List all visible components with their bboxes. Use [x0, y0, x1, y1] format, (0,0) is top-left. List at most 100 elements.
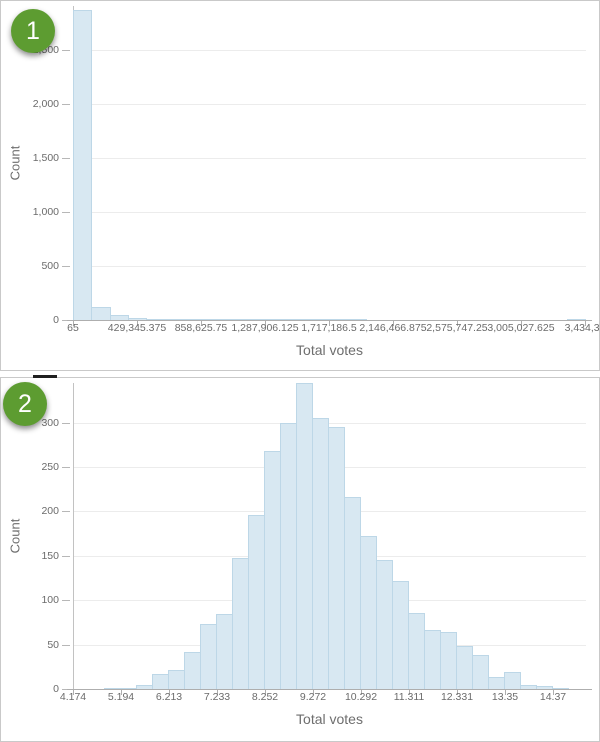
x-tick-label: 14.37 — [539, 691, 567, 703]
y-axis-tick — [62, 266, 70, 267]
histogram-bar — [359, 536, 377, 689]
plot-area: 0 50 100 150 200 250 300 4.174 5.194 6.213 7.233 8.… — [1, 378, 599, 741]
histogram-bar — [215, 613, 233, 689]
histogram-bar — [551, 688, 569, 689]
x-tick-label: 6.213 — [155, 691, 183, 703]
step-badge-2: 2 — [3, 382, 47, 426]
histogram-bar — [183, 651, 201, 689]
x-axis-tick — [457, 321, 458, 326]
x-axis-tick — [121, 690, 122, 695]
x-tick-label: 858,625.75 — [174, 322, 228, 334]
histogram-bar — [199, 624, 217, 689]
histogram-bar — [151, 673, 169, 689]
x-tick-label: 3,434,30 — [564, 322, 600, 334]
x-tick-label: 7.233 — [203, 691, 231, 703]
histogram-bar — [311, 418, 329, 689]
bars-container — [73, 383, 588, 689]
histogram-bar — [73, 10, 93, 320]
x-tick-label: 3,005,027.625 — [487, 322, 555, 334]
x-axis-tick — [329, 321, 330, 326]
x-axis-tick — [361, 690, 362, 695]
x-axis-tick — [73, 321, 74, 326]
y-axis-tick — [62, 511, 70, 512]
plot-area: 0 500 1,000 1,500 2,000 2,500 65 429,345.375 858… — [1, 1, 599, 370]
histogram-bar — [407, 612, 425, 689]
x-tick-label: 13.35 — [491, 691, 519, 703]
x-tick-label: 12.331 — [440, 691, 474, 703]
x-tick-label: 2,146,466.875 — [359, 322, 427, 334]
y-tick-label: 2,000 — [32, 98, 59, 110]
y-axis-tick — [62, 556, 70, 557]
stray-mark — [33, 375, 57, 378]
y-axis-tick — [62, 212, 70, 213]
x-axis-tick — [393, 321, 394, 326]
histogram-card-log-transformed: 2 Count Total votes 0 50 100 150 200 250 300 4.… — [0, 377, 600, 742]
histogram-bar — [127, 317, 148, 320]
x-tick-label: 2,575,747.25 — [426, 322, 488, 334]
x-tick-label: 4.174 — [59, 691, 87, 703]
x-axis-title: Total votes — [296, 711, 363, 727]
gridline — [73, 423, 586, 424]
x-axis-tick — [553, 690, 554, 695]
bars-container — [73, 6, 588, 320]
y-axis-tick — [62, 320, 70, 321]
x-axis-line — [67, 689, 592, 690]
gridline — [73, 212, 586, 213]
x-tick-label: 1,717,186.5 — [301, 322, 357, 334]
x-tick-label: 65 — [67, 322, 79, 334]
x-tick-label: 5.194 — [107, 691, 135, 703]
histogram-bar — [566, 319, 586, 320]
y-tick-label: 500 — [41, 260, 59, 272]
histogram-bar — [503, 672, 521, 689]
y-tick-label: 0 — [53, 683, 59, 695]
y-tick-label: 50 — [47, 639, 59, 651]
histogram-bar — [167, 669, 185, 689]
histogram-bar — [487, 676, 505, 689]
histogram-card-original-values: 1 Count Total votes 0 500 1,000 1,500 2,000 2… — [0, 0, 600, 371]
step-badge-1: 1 — [11, 9, 55, 53]
y-tick-label: 250 — [41, 461, 59, 473]
y-axis-tick — [62, 645, 70, 646]
histogram-bar — [231, 557, 249, 689]
histogram-bar — [279, 422, 297, 689]
x-axis-tick — [201, 321, 202, 326]
x-axis-tick — [73, 690, 74, 695]
histogram-bar — [439, 632, 457, 689]
histogram-bar — [391, 580, 409, 689]
x-tick-label: 9.272 — [299, 691, 327, 703]
x-axis-tick — [409, 690, 410, 695]
y-axis-tick — [62, 423, 70, 424]
histogram-bar — [347, 319, 367, 320]
histogram-bar — [91, 306, 111, 320]
y-tick-label: 1,500 — [32, 152, 59, 164]
y-tick-label: 300 — [41, 417, 59, 429]
y-axis-tick — [62, 689, 70, 690]
x-tick-label: 11.311 — [393, 691, 425, 703]
y-axis-tick — [62, 104, 70, 105]
histogram-bar — [535, 686, 553, 689]
x-axis-title: Total votes — [296, 342, 363, 358]
x-axis-tick — [505, 690, 506, 695]
histogram-bar — [423, 630, 441, 689]
y-axis-tick — [62, 158, 70, 159]
histogram-bar — [327, 427, 345, 689]
histogram-bar — [471, 655, 489, 689]
x-axis-tick — [457, 690, 458, 695]
y-tick-label: 2,500 — [32, 44, 59, 56]
gridline — [73, 266, 586, 267]
x-axis-tick — [521, 321, 522, 326]
y-tick-label: 150 — [41, 550, 59, 562]
histogram-bar — [375, 560, 393, 689]
x-axis-tick — [217, 690, 218, 695]
y-tick-label: 200 — [41, 505, 59, 517]
x-axis-tick — [585, 321, 586, 326]
y-axis-tick — [62, 600, 70, 601]
gridline — [73, 158, 586, 159]
x-axis-tick — [265, 690, 266, 695]
y-tick-label: 0 — [53, 314, 59, 326]
x-tick-label: 1,287,906.125 — [231, 322, 299, 334]
x-axis-tick — [169, 690, 170, 695]
histogram-bar — [455, 645, 473, 689]
x-tick-label: 10.292 — [344, 691, 378, 703]
